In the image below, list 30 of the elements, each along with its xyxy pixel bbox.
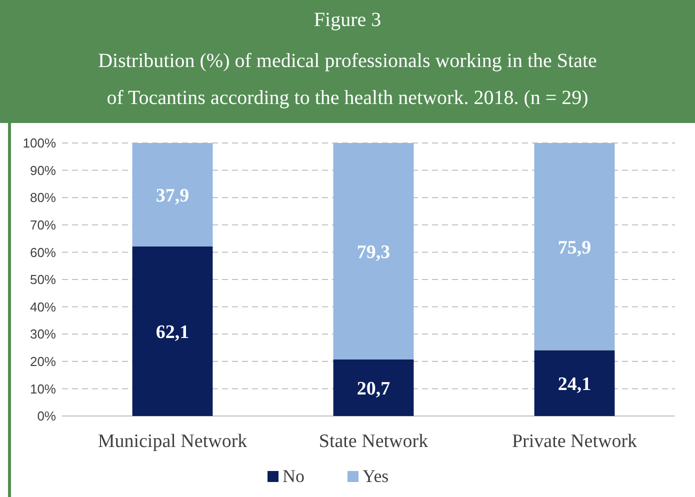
bar <box>333 143 414 360</box>
data-label: 24,1 <box>558 374 592 395</box>
y-tick-label: 40% <box>30 299 56 314</box>
y-tick-label: 0% <box>37 408 56 424</box>
y-tick-label: 100% <box>22 136 56 151</box>
y-tick-label: 10% <box>30 381 56 396</box>
data-label: 79,3 <box>356 242 390 263</box>
legend-label: No <box>282 466 304 486</box>
bar <box>534 143 615 350</box>
data-label: 62,1 <box>156 322 190 343</box>
x-tick-label: Private Network <box>512 431 638 452</box>
bar <box>534 350 615 416</box>
data-label: 75,9 <box>558 237 592 258</box>
chart-subtitle: Distribution (%) of medical professionals working in the State of Tocantins according to the health network. 2018. (n = 29) <box>98 50 598 109</box>
data-label: 37,9 <box>156 185 190 206</box>
y-tick-label: 30% <box>30 326 56 342</box>
y-tick-label: 80% <box>30 190 56 206</box>
bar <box>333 359 414 416</box>
y-tick-label: 90% <box>30 162 56 178</box>
data-label: 20,7 <box>356 378 391 400</box>
x-tick-label: State Network <box>318 431 429 452</box>
bar <box>132 143 213 246</box>
y-tick-label: 50% <box>30 272 56 288</box>
bar <box>132 246 213 416</box>
y-tick-label: 60% <box>30 244 56 260</box>
legend-label: Yes <box>362 466 389 486</box>
chart-title: Figure 3 <box>314 9 382 31</box>
y-tick-label: 70% <box>30 217 56 232</box>
y-tick-label: 20% <box>30 354 56 369</box>
x-tick-label: Municipal Network <box>98 431 248 452</box>
